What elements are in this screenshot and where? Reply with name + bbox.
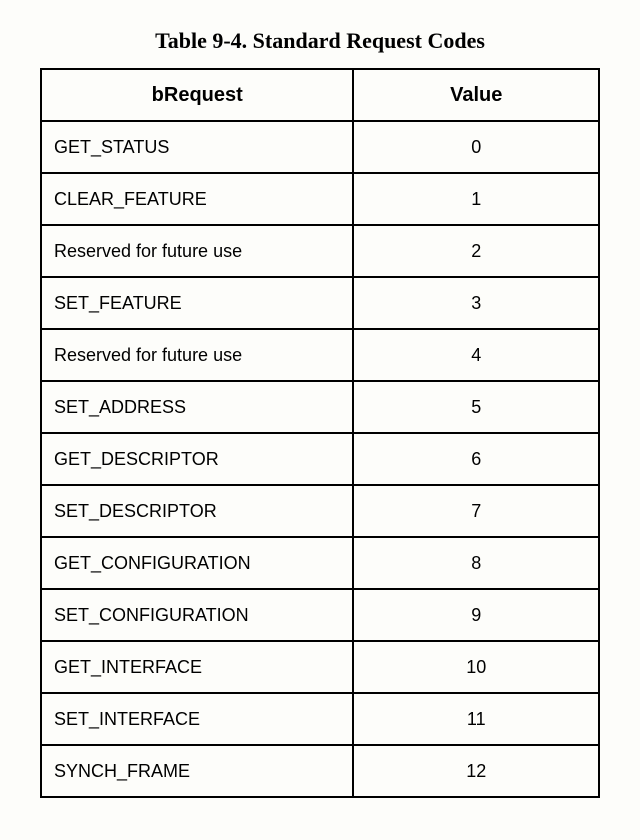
value-cell: 12 [353, 745, 599, 797]
table-row: GET_INTERFACE10 [41, 641, 599, 693]
request-codes-table: bRequest Value GET_STATUS0CLEAR_FEATURE1… [40, 68, 600, 798]
table-row: CLEAR_FEATURE1 [41, 173, 599, 225]
brequest-cell: SET_FEATURE [41, 277, 353, 329]
value-cell: 9 [353, 589, 599, 641]
table-row: GET_DESCRIPTOR6 [41, 433, 599, 485]
value-cell: 4 [353, 329, 599, 381]
brequest-cell: CLEAR_FEATURE [41, 173, 353, 225]
value-cell: 10 [353, 641, 599, 693]
value-cell: 2 [353, 225, 599, 277]
value-cell: 0 [353, 121, 599, 173]
table-row: SYNCH_FRAME12 [41, 745, 599, 797]
brequest-cell: SET_DESCRIPTOR [41, 485, 353, 537]
value-cell: 3 [353, 277, 599, 329]
brequest-cell: Reserved for future use [41, 329, 353, 381]
table-row: SET_ADDRESS5 [41, 381, 599, 433]
brequest-cell: GET_INTERFACE [41, 641, 353, 693]
brequest-cell: GET_STATUS [41, 121, 353, 173]
header-brequest: bRequest [41, 69, 353, 121]
table-header-row: bRequest Value [41, 69, 599, 121]
table-row: SET_CONFIGURATION9 [41, 589, 599, 641]
table-row: GET_STATUS0 [41, 121, 599, 173]
value-cell: 8 [353, 537, 599, 589]
value-cell: 5 [353, 381, 599, 433]
table-row: Reserved for future use4 [41, 329, 599, 381]
table-row: SET_DESCRIPTOR7 [41, 485, 599, 537]
value-cell: 1 [353, 173, 599, 225]
brequest-cell: SET_INTERFACE [41, 693, 353, 745]
table-title: Table 9-4. Standard Request Codes [40, 28, 600, 54]
table-row: SET_FEATURE3 [41, 277, 599, 329]
brequest-cell: SYNCH_FRAME [41, 745, 353, 797]
brequest-cell: SET_CONFIGURATION [41, 589, 353, 641]
value-cell: 7 [353, 485, 599, 537]
table-row: Reserved for future use2 [41, 225, 599, 277]
table-row: GET_CONFIGURATION8 [41, 537, 599, 589]
brequest-cell: SET_ADDRESS [41, 381, 353, 433]
value-cell: 6 [353, 433, 599, 485]
table-row: SET_INTERFACE11 [41, 693, 599, 745]
brequest-cell: Reserved for future use [41, 225, 353, 277]
brequest-cell: GET_CONFIGURATION [41, 537, 353, 589]
brequest-cell: GET_DESCRIPTOR [41, 433, 353, 485]
header-value: Value [353, 69, 599, 121]
value-cell: 11 [353, 693, 599, 745]
